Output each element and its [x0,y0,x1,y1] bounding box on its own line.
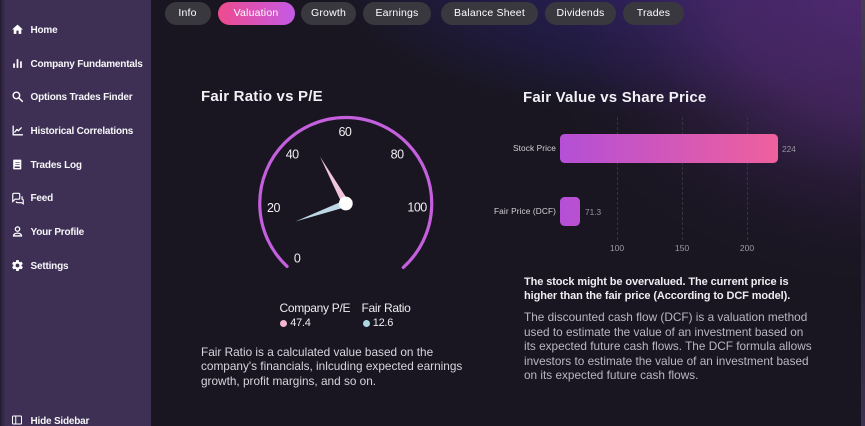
svg-text:20: 20 [267,201,280,215]
svg-text:40: 40 [286,148,299,162]
svg-text:0: 0 [294,252,301,266]
svg-text:100: 100 [407,201,427,215]
svg-text:60: 60 [338,125,351,139]
svg-text:80: 80 [391,148,404,162]
